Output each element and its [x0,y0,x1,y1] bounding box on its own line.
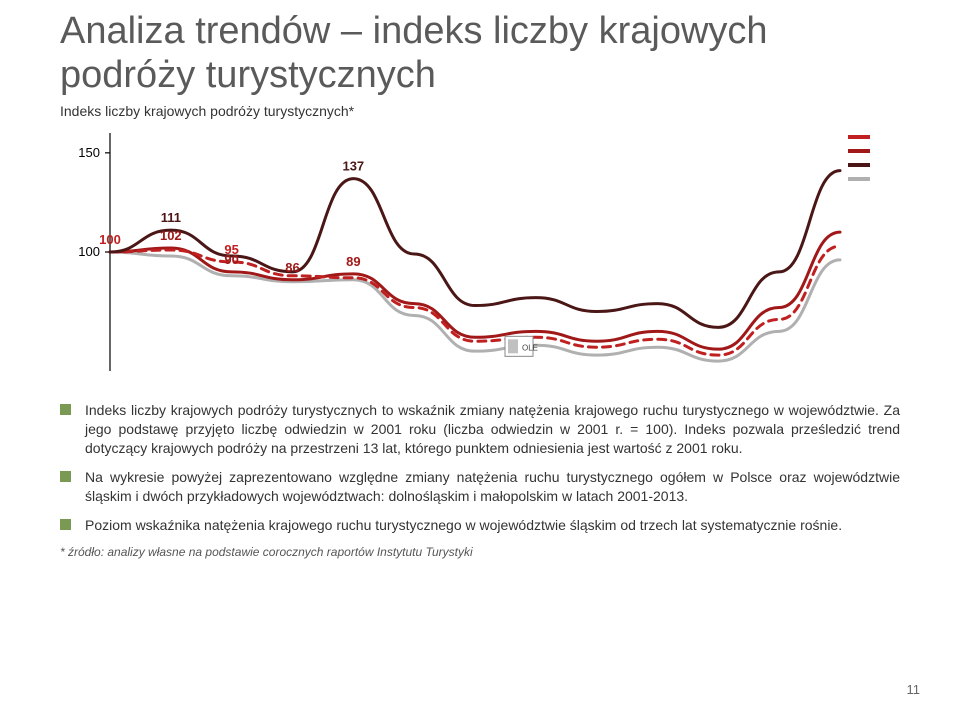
bullet-marker [60,471,71,482]
page-number: 11 [907,682,921,697]
svg-text:150: 150 [78,145,100,160]
svg-text:100: 100 [78,244,100,259]
footnote: * źródło: analizy własne na podstawie co… [60,545,900,559]
svg-text:111: 111 [161,211,181,226]
svg-text:100: 100 [99,232,121,247]
svg-text:102: 102 [160,228,182,243]
bullet-list: Indeks liczby krajowych podróży turystyc… [60,401,900,534]
bullet-text: Poziom wskaźnika natężenia krajowego ruc… [85,516,900,535]
chart-subtitle: Indeks liczby krajowych podróży turystyc… [60,103,900,119]
chart-container: 10015010290868910095111137OLE [60,123,900,383]
slide: Analiza trendów – indeks liczby krajowyc… [0,0,960,711]
bullet-item: Na wykresie powyżej zaprezentowano wzglę… [60,468,900,506]
bullet-item: Indeks liczby krajowych podróży turystyc… [60,401,900,458]
bullet-marker [60,519,71,530]
svg-text:89: 89 [346,254,360,269]
bullet-text: Na wykresie powyżej zaprezentowano wzglę… [85,468,900,506]
svg-text:OLE: OLE [522,344,538,353]
line-chart-svg: 10015010290868910095111137OLE [60,123,900,383]
svg-text:86: 86 [285,260,299,275]
bullet-text: Indeks liczby krajowych podróży turystyc… [85,401,900,458]
slide-title: Analiza trendów – indeks liczby krajowyc… [60,10,900,97]
bullet-marker [60,404,71,415]
svg-text:95: 95 [224,242,238,257]
bullet-item: Poziom wskaźnika natężenia krajowego ruc… [60,516,900,535]
svg-text:137: 137 [342,159,364,174]
